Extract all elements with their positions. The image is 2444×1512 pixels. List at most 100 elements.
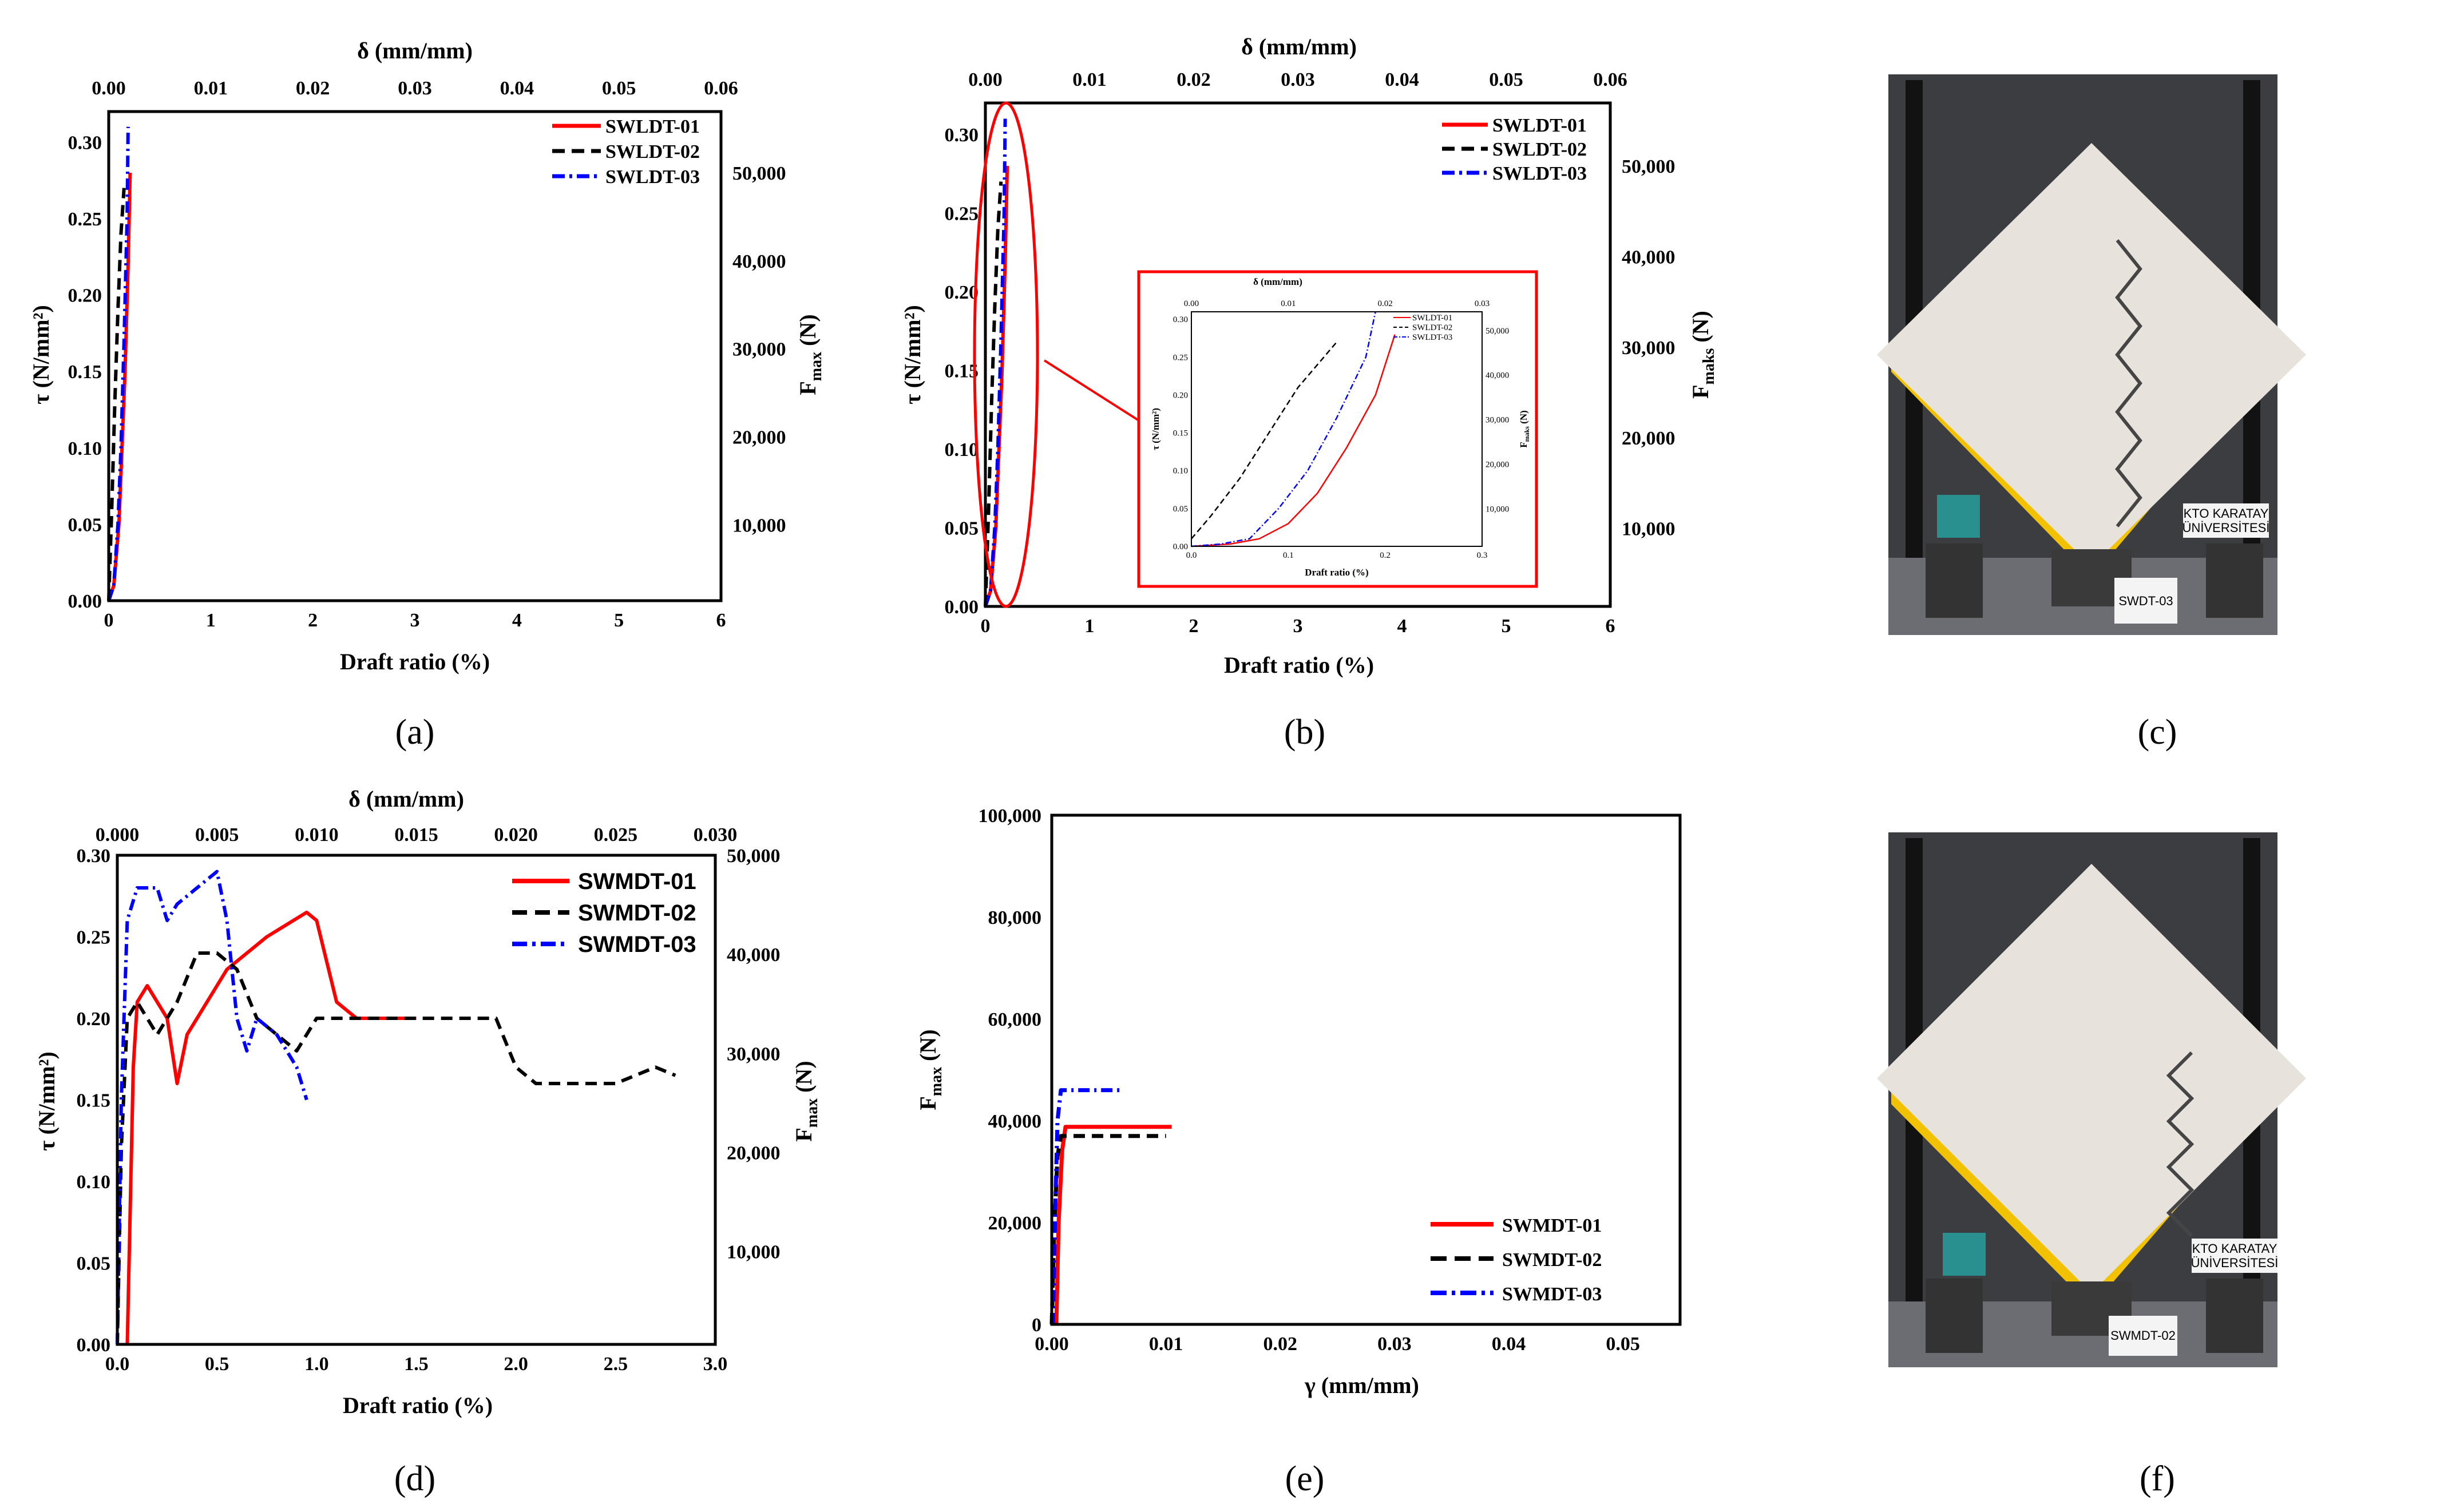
x-axis-title: γ (mm/mm) [1304,1372,1419,1398]
y-tick-5: 0.25 [945,204,979,225]
x-tick-2: 0.02 [1263,1334,1298,1355]
inset-right-tick-0: 10,000 [1486,505,1509,514]
x-tick-1: 1 [206,610,216,631]
y-tick-6: 0.30 [68,132,102,153]
y-tick-2: 0.10 [77,1172,111,1193]
x-tick-5: 5 [614,610,624,631]
series-swmdt-01 [1054,1125,1172,1325]
y-tick-6: 0.30 [77,846,111,867]
right-tick-2: 30,000 [727,1043,781,1065]
x-tick-2: 1.0 [304,1354,329,1375]
legend-label-swmdt-02: SWMDT-02 [578,900,696,926]
legend-label-swldt-01: SWLDT-01 [1492,115,1587,136]
x-tick-3: 1.5 [404,1354,429,1375]
photo-stand-left [1926,1279,1983,1353]
inset-right-tick-3: 40,000 [1486,371,1509,380]
caption: (b) [1284,713,1325,752]
legend-label-swmdt-02: SWMDT-02 [1502,1249,1602,1271]
series-swldt-03 [1191,311,1376,547]
top-tick-6: 0.06 [704,78,738,99]
y-tick-2: 0.10 [68,438,102,459]
y-axis-title: τ (N/mm²) [34,1051,60,1151]
y-axis-title: Fmax (N) [915,1029,945,1110]
inset-x-tick-labels: 0.0 0.1 0.2 0.3 [1186,551,1488,560]
top-tick-labels: 0.00 0.01 0.02 0.03 0.04 0.05 0.06 [968,69,1627,90]
right-tick-2: 30,000 [1622,338,1675,359]
inset-legend-label-1: SWLDT-01 [1412,313,1452,323]
y-tick-6: 0.30 [945,125,979,146]
photo-logo-left [1943,1233,1986,1276]
x-tick-labels: 0.00 0.01 0.02 0.03 0.04 0.05 [1035,1334,1640,1355]
legend-label-swldt-01: SWLDT-01 [605,116,700,137]
photo-stand-right [2206,1279,2263,1353]
x-tick-labels: 0.0 0.5 1.0 1.5 2.0 2.5 3.0 [105,1354,728,1375]
x-tick-3: 3 [1293,616,1303,637]
right-tick-0: 10,000 [727,1242,781,1263]
x-tick-0: 0 [104,610,114,631]
inset-x-axis-title: Draft ratio (%) [1305,567,1368,578]
top-tick-labels: 0.000 0.005 0.010 0.015 0.020 0.025 0.030 [96,824,738,846]
legend-label-swldt-03: SWLDT-03 [605,166,700,188]
series-swldt-03 [984,118,1007,607]
inset-right-tick-1: 20,000 [1486,461,1509,470]
top-tick-6: 0.030 [694,824,738,846]
legend: SWLDT-01 SWLDT-02 SWLDT-03 [1442,115,1587,184]
y-axis-title: τ (N/mm²) [28,305,54,404]
x-tick-0: 0.0 [105,1354,130,1375]
inset-y-tick-0: 0.00 [1173,542,1188,551]
plot-series [107,126,132,601]
right-tick-3: 40,000 [727,944,781,966]
inset-top-axis-title: δ (mm/mm) [1253,276,1302,287]
series-swmdt-03 [1051,1088,1120,1325]
y-axis-title: τ (N/mm²) [900,305,925,404]
x-tick-0: 0 [981,616,991,637]
plot-frame [107,110,723,602]
x-tick-5: 2.5 [604,1354,628,1375]
legend-label-swmdt-03: SWMDT-03 [1502,1284,1602,1305]
inset-top-tick-1: 0.01 [1281,299,1296,308]
y-tick-labels: 0.00 0.05 0.10 0.15 0.20 0.25 0.30 [77,846,111,1356]
series-swldt-02 [984,181,1003,607]
top-tick-0: 0.000 [96,824,140,846]
plot-series [1049,1088,1172,1325]
inset-y-tick-3: 0.15 [1173,429,1188,438]
x-axis-title: Draft ratio (%) [1224,652,1374,678]
inset-y-axis-title: τ (N/mm²) [1150,408,1161,450]
panel-d: δ (mm/mm) 0.000 0.005 0.010 0.015 0.020 0.025… [34,786,821,1498]
inset-y-tick-2: 0.10 [1173,467,1188,476]
top-tick-2: 0.02 [296,78,330,99]
series-swldt-02 [1191,342,1337,539]
top-tick-3: 0.03 [398,78,432,99]
inset-y-tick-1: 0.05 [1173,505,1188,514]
legend: SWLDT-01 SWLDT-02 SWLDT-03 [552,116,700,188]
top-tick-0: 0.00 [968,69,1003,90]
photo-logo-left [1937,495,1980,538]
series-swmdt-02 [1049,1134,1166,1325]
top-tick-4: 0.04 [500,78,534,99]
panel-a: δ (mm/mm) 0.00 0.01 0.02 0.03 0.04 0.05 0.06 0… [28,38,825,752]
right-tick-labels: 10,000 20,000 30,000 40,000 50,000 [727,846,781,1263]
top-tick-1: 0.01 [194,78,228,99]
series-swldt-01 [1191,334,1396,547]
photo-label-box [2109,1316,2177,1356]
photo-wall-panel [1877,143,2306,566]
right-tick-4: 50,000 [727,846,781,867]
right-axis-title: Fmax (N) [791,1061,821,1141]
right-tick-labels: 10,000 20,000 30,000 40,000 50,000 [1622,156,1675,540]
inset-plot-series [1191,311,1396,547]
y-tick-4: 0.20 [77,1009,111,1030]
inset-top-tick-labels: 0.00 0.01 0.02 0.03 [1184,299,1490,308]
legend-label-swmdt-01: SWMDT-01 [578,869,696,894]
legend-label-swmdt-01: SWMDT-01 [1502,1215,1602,1236]
inset-x-tick-1: 0.1 [1283,551,1294,560]
top-tick-5: 0.025 [594,824,638,846]
y-tick-4: 0.20 [68,285,102,307]
right-axis-title: Fmaks (N) [1688,311,1718,399]
y-tick-2: 0.10 [945,439,979,461]
x-tick-0: 0.00 [1035,1334,1069,1355]
panel-c: KTO KARATAY ÜNİVERSİTESİ SWDT-03 (c) [1877,74,2306,752]
x-tick-4: 4 [512,610,522,631]
y-tick-1: 20,000 [988,1213,1042,1234]
inset-x-tick-0: 0.0 [1186,551,1197,560]
top-tick-3: 0.015 [394,824,438,846]
